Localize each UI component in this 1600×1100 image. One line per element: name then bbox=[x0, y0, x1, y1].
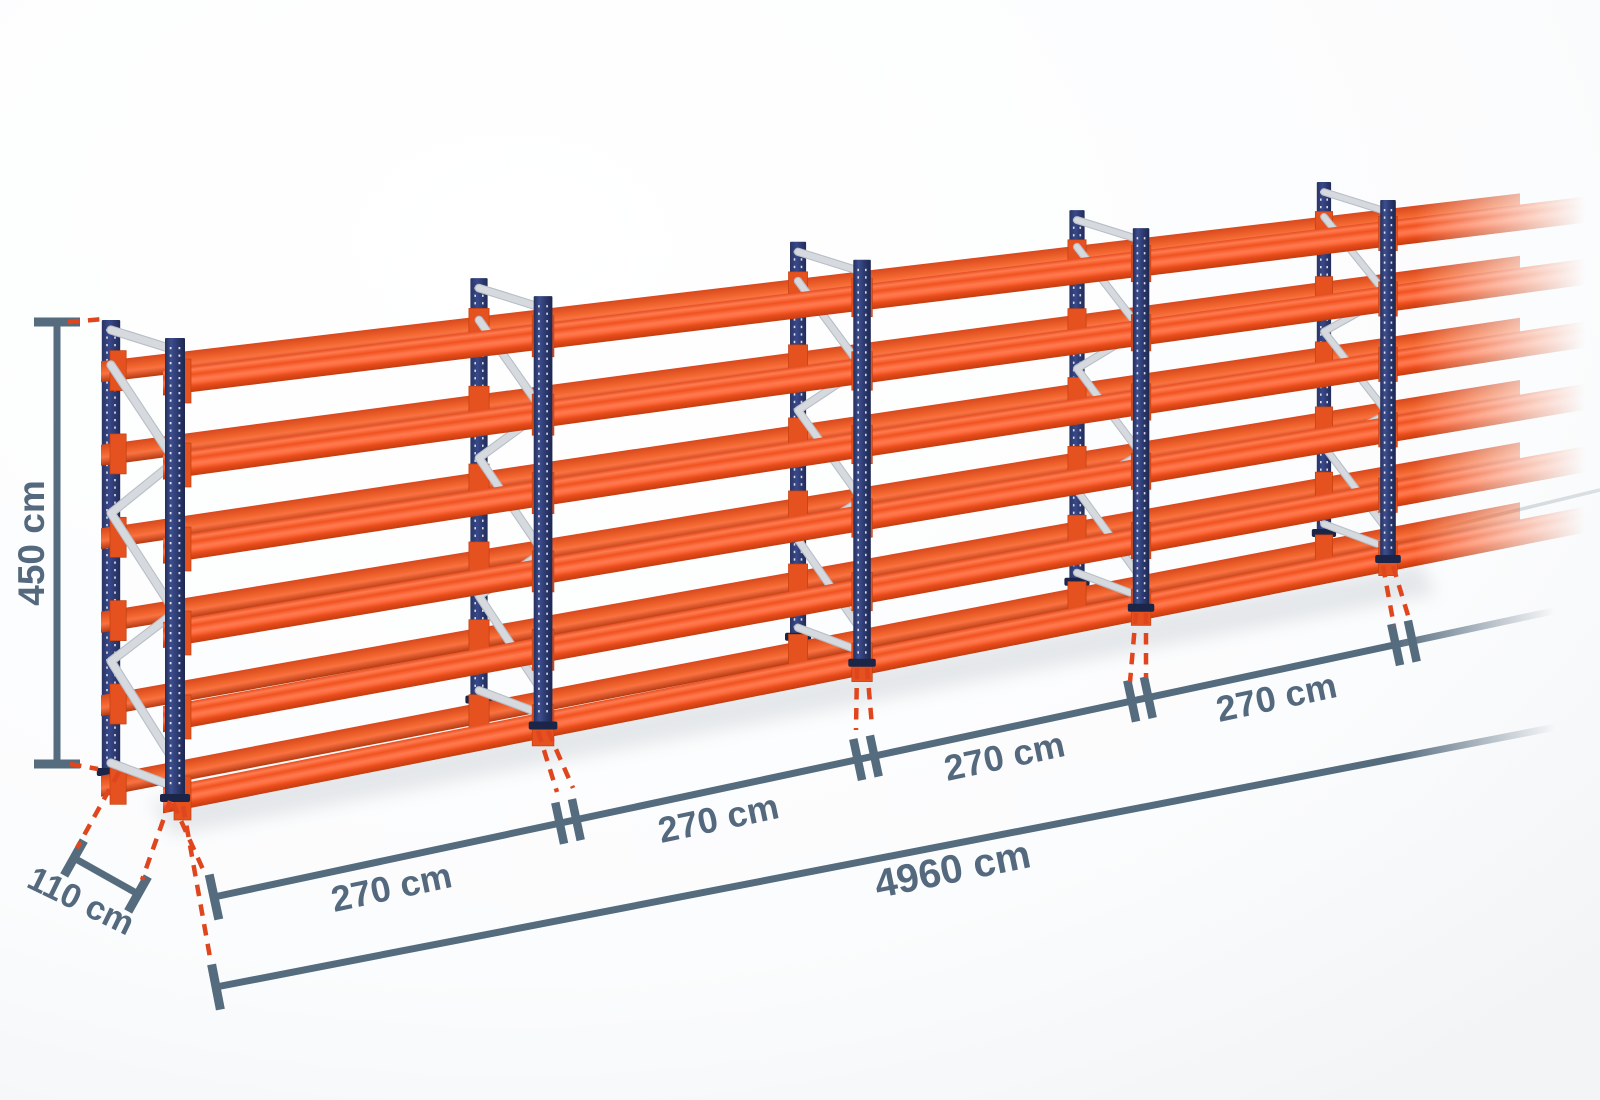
brace bbox=[107, 326, 179, 791]
upright-front-4 bbox=[1132, 228, 1150, 608]
total-line-start-cap bbox=[207, 963, 225, 1011]
bay-boundary-tick-3b bbox=[1139, 676, 1157, 719]
bay-boundary-tick-2b bbox=[865, 734, 883, 778]
frame-front-5 bbox=[1375, 200, 1401, 576]
leader-dashed-line bbox=[1380, 565, 1397, 627]
beam-front-5 bbox=[163, 445, 1588, 733]
bay-boundary-tick-1b bbox=[567, 798, 585, 842]
upright-front-5 bbox=[1380, 200, 1396, 560]
leader-dashed-line bbox=[1390, 565, 1413, 623]
foot-plate bbox=[528, 721, 558, 730]
front-uprights bbox=[160, 200, 1401, 821]
leader-dashed-line bbox=[864, 667, 875, 727]
floor-dimension-lines bbox=[213, 603, 1585, 991]
leader-dashed-line bbox=[853, 667, 860, 731]
bay-boundary-tick-3a bbox=[1123, 679, 1141, 723]
leader-dashed-line bbox=[69, 761, 99, 772]
bay-boundary-tick-2a bbox=[849, 738, 867, 781]
foot-plate bbox=[1375, 555, 1401, 563]
front-beams bbox=[163, 196, 1588, 814]
leader-dashed-line bbox=[180, 805, 214, 964]
upright-front-1 bbox=[165, 338, 185, 798]
leader-lines bbox=[67, 316, 1413, 964]
leader-dashed-line bbox=[535, 730, 560, 793]
dimension-ticks bbox=[34, 317, 1421, 1011]
connector-back-1-5 bbox=[109, 683, 127, 725]
beam-back-4 bbox=[101, 379, 1520, 633]
connector-back-1-4 bbox=[109, 600, 127, 641]
beam-back-5 bbox=[101, 442, 1520, 717]
depth-dimension-cap-1 bbox=[60, 838, 88, 878]
frame-front-4 bbox=[1127, 228, 1155, 626]
leader-dashed-line bbox=[139, 800, 173, 881]
frame-front-1 bbox=[160, 338, 192, 821]
dimension-annotations bbox=[34, 316, 1585, 1011]
leader-dashed-line bbox=[67, 316, 105, 325]
beam-back-2 bbox=[101, 255, 1520, 466]
foot-plate bbox=[1127, 603, 1155, 612]
beam-front-3 bbox=[163, 321, 1588, 564]
total-dimension-line bbox=[215, 718, 1585, 991]
leader-dashed-line bbox=[170, 802, 209, 877]
bay-dimension-line bbox=[213, 603, 1573, 901]
beam-front-2 bbox=[163, 258, 1588, 480]
depth-dimension-cap-2 bbox=[124, 874, 152, 914]
foot-plate bbox=[848, 658, 876, 667]
frame-front-3 bbox=[848, 259, 876, 682]
depth-dimension-line bbox=[72, 854, 140, 898]
beam-front-1 bbox=[163, 196, 1588, 396]
bay-boundary-tick-4a bbox=[1387, 623, 1405, 667]
leader-dashed-line bbox=[545, 730, 576, 789]
beam-front-4 bbox=[163, 383, 1588, 648]
height-dimension-label: 450 cm bbox=[11, 480, 52, 606]
bay-boundary-tick-1a bbox=[551, 801, 569, 845]
bay-boundary-tick-4b bbox=[1403, 619, 1421, 663]
pallet-rack-illustration bbox=[96, 182, 1588, 821]
rack-floor-shadow bbox=[150, 563, 1437, 836]
leader-dashed-line bbox=[75, 770, 121, 850]
foot-plate bbox=[160, 794, 190, 802]
beam-back-6 bbox=[101, 502, 1520, 797]
upright-front-3 bbox=[853, 259, 871, 663]
bay-line-start-cap bbox=[204, 873, 224, 921]
upright-front-2 bbox=[533, 296, 553, 726]
connector-back-1-2 bbox=[109, 433, 127, 475]
